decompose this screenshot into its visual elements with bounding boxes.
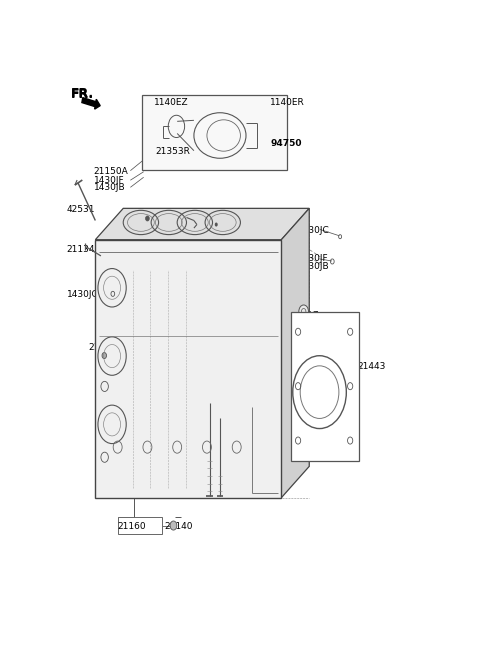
Text: 94750: 94750 bbox=[270, 139, 301, 148]
Text: 21115B: 21115B bbox=[304, 321, 338, 330]
Text: 21162A: 21162A bbox=[88, 344, 122, 352]
Text: 21140: 21140 bbox=[164, 522, 192, 531]
Text: 1430JC: 1430JC bbox=[67, 290, 98, 299]
Text: FR.: FR. bbox=[71, 87, 94, 101]
Text: 21134A: 21134A bbox=[67, 245, 101, 254]
FancyArrow shape bbox=[82, 98, 100, 109]
Circle shape bbox=[315, 328, 325, 343]
Text: 1430JC: 1430JC bbox=[298, 226, 330, 235]
Polygon shape bbox=[96, 208, 309, 240]
Text: 1430JB: 1430JB bbox=[298, 261, 330, 271]
Text: 21353R: 21353R bbox=[155, 147, 190, 156]
Text: 21114: 21114 bbox=[181, 413, 209, 422]
Text: FR.: FR. bbox=[71, 87, 94, 99]
Text: 1430JF: 1430JF bbox=[94, 175, 124, 185]
Text: 21150A: 21150A bbox=[94, 167, 128, 176]
Text: 1140EZ: 1140EZ bbox=[154, 98, 188, 106]
Text: 21117: 21117 bbox=[290, 311, 319, 320]
Text: 1140ER: 1140ER bbox=[270, 98, 305, 106]
Text: 24126: 24126 bbox=[183, 215, 211, 224]
Text: 1430JC: 1430JC bbox=[272, 384, 304, 393]
Text: 21443: 21443 bbox=[358, 362, 386, 371]
Circle shape bbox=[170, 521, 177, 530]
Bar bbox=[290, 311, 360, 461]
Circle shape bbox=[307, 315, 321, 333]
Text: 1430JB: 1430JB bbox=[94, 183, 125, 192]
Text: 1430JF: 1430JF bbox=[298, 254, 329, 263]
Text: 1014CL: 1014CL bbox=[313, 423, 347, 432]
Polygon shape bbox=[96, 240, 281, 498]
Text: 21114A: 21114A bbox=[175, 394, 210, 403]
Text: 1571TC: 1571TC bbox=[194, 229, 228, 238]
Text: 21440: 21440 bbox=[321, 330, 349, 339]
Circle shape bbox=[102, 353, 107, 359]
Circle shape bbox=[299, 305, 309, 318]
Text: 21110B: 21110B bbox=[229, 215, 264, 224]
Text: 22124B: 22124B bbox=[118, 215, 152, 224]
Text: 21160: 21160 bbox=[118, 522, 146, 531]
Bar bbox=[118, 517, 162, 534]
Text: 1433CE: 1433CE bbox=[272, 423, 307, 432]
Text: 42531: 42531 bbox=[67, 205, 95, 214]
Polygon shape bbox=[281, 208, 309, 498]
Bar bbox=[142, 95, 287, 170]
Circle shape bbox=[145, 216, 149, 221]
Circle shape bbox=[215, 223, 218, 227]
